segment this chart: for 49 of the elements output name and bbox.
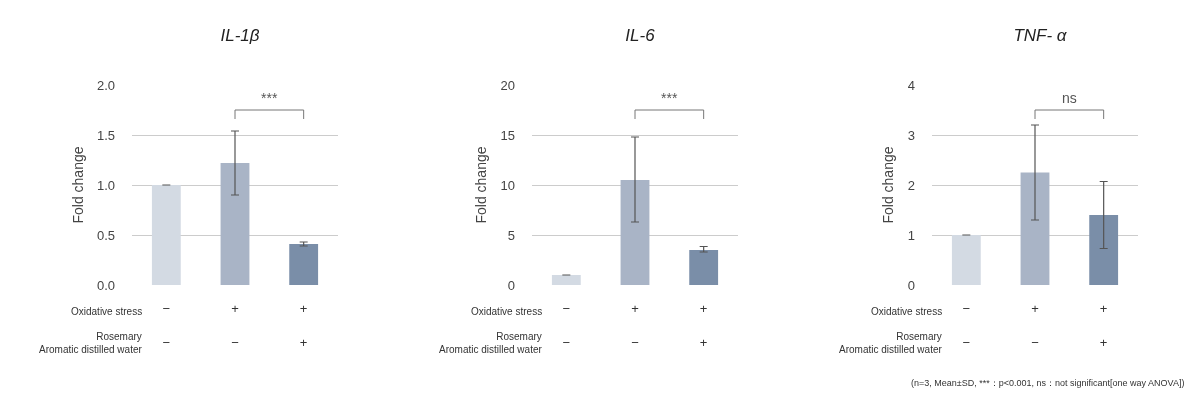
category-label: + + <box>1099 301 1108 350</box>
bar <box>289 244 319 285</box>
category-label: − − <box>562 301 571 350</box>
y-tick-label: 4 <box>907 77 915 93</box>
y-tick-label: 1.0 <box>96 177 115 193</box>
text: Oxidative stress <box>871 306 943 317</box>
y-tick-label: 0 <box>907 277 915 293</box>
chart-title: IL-6 <box>625 25 656 45</box>
text: Rosemary Aromatic distilled water <box>839 331 943 355</box>
y-tick-label: 5 <box>507 227 515 243</box>
text: Oxidative stress <box>71 306 143 317</box>
category-label: + − <box>1031 301 1039 350</box>
category-label: + − <box>631 301 639 350</box>
y-tick-label: 0.0 <box>96 277 115 293</box>
y-tick-label: 0 <box>507 277 515 293</box>
category-label: + + <box>299 301 308 350</box>
annotation: ns <box>1062 90 1077 106</box>
bar <box>951 235 981 285</box>
y-tick-label: 15 <box>500 127 515 143</box>
y-tick-label: 1.5 <box>96 127 115 143</box>
y-axis-title: Fold change <box>69 146 86 224</box>
category-label: + − <box>231 301 239 350</box>
annotation: *** <box>661 90 678 106</box>
category-label: − − <box>962 301 971 350</box>
y-tick-label: 0.5 <box>96 227 115 243</box>
chart-title: TNF- α <box>1013 25 1068 45</box>
y-axis-title: Fold change <box>880 146 897 224</box>
chart-title: IL-1β <box>220 25 260 45</box>
y-tick-label: 10 <box>500 177 515 193</box>
bar <box>151 185 181 285</box>
bar <box>620 180 650 285</box>
category-label: + + <box>699 301 708 350</box>
text: Rosemary Aromatic distilled water <box>39 331 143 355</box>
y-tick-label: 2 <box>907 177 915 193</box>
bar <box>1089 215 1119 285</box>
bar <box>220 163 250 285</box>
bar <box>1020 172 1050 285</box>
annotation: *** <box>261 90 278 106</box>
y-tick-label: 1 <box>907 227 915 243</box>
y-tick-label: 3 <box>907 127 915 143</box>
y-tick-label: 2.0 <box>96 77 115 93</box>
category-label: − − <box>162 301 171 350</box>
text: (n=3, Mean±SD, ***：p<0.001, ns：not significant[one way ANOVA]) <box>911 378 1185 388</box>
text: Rosemary Aromatic distilled water <box>439 331 543 355</box>
bar <box>689 250 719 285</box>
bar <box>551 275 581 285</box>
text: Oxidative stress <box>471 306 543 317</box>
y-axis-title: Fold change <box>473 146 490 224</box>
y-tick-label: 20 <box>500 77 515 93</box>
